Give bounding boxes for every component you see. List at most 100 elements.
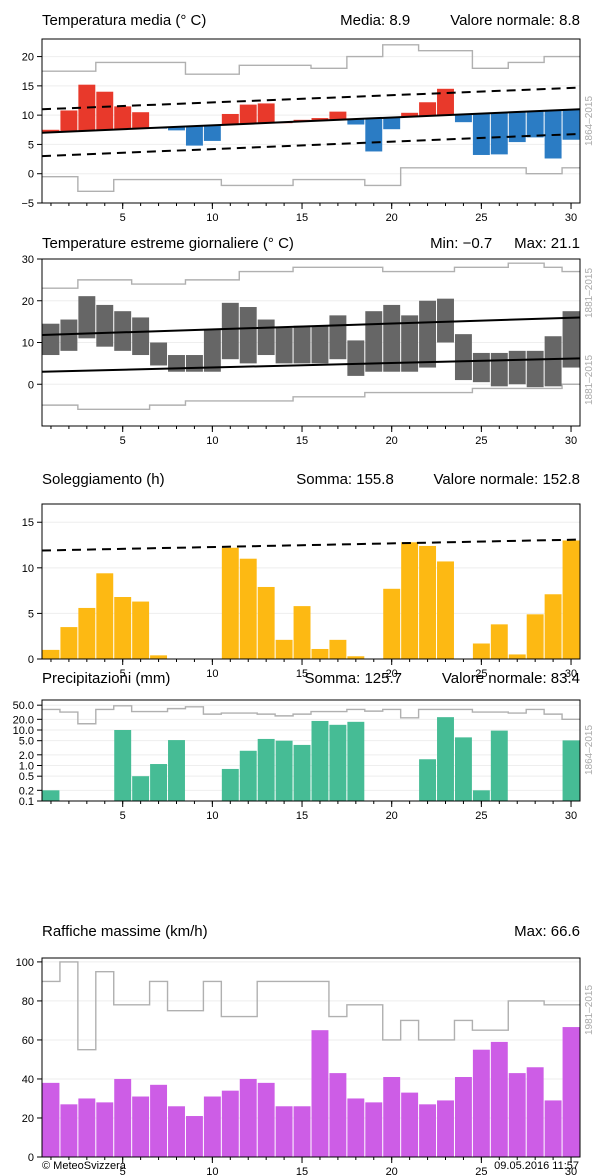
- temp-mean-bar: [132, 112, 150, 129]
- normal-trend-line: [41, 108, 581, 134]
- y-tick-label-temp-mean: 0: [28, 169, 34, 181]
- plot-frame-gusts: [41, 957, 581, 1158]
- x-tick-label-temp-mean: 25: [475, 212, 487, 224]
- y-tick-label-temp-mean: 15: [22, 81, 34, 93]
- record-min-line: [42, 167, 580, 192]
- sunshine-bar: [544, 594, 562, 659]
- precip-bar: [562, 740, 580, 801]
- record-max-line: [42, 705, 580, 725]
- record-max-line: [42, 44, 580, 75]
- sunshine-bar: [311, 648, 329, 659]
- gust-bar: [185, 1116, 203, 1157]
- temp-range-bar: [365, 311, 383, 372]
- y-tick-label-temp-extremes: 10: [22, 338, 34, 350]
- sunshine-bar: [293, 606, 311, 659]
- temp-mean-bar: [168, 126, 185, 131]
- temp-range-bar: [239, 307, 257, 364]
- y-tick-label-temp-extremes: 30: [22, 254, 34, 266]
- temp-range-bar: [526, 350, 544, 388]
- precip-bar: [221, 768, 239, 801]
- gust-bar: [78, 1098, 96, 1157]
- temp-mean-bar: [347, 119, 365, 125]
- gust-bar: [293, 1106, 311, 1157]
- temp-mean-bar: [203, 125, 221, 141]
- x-tick-label-gusts: 15: [296, 1166, 308, 1176]
- gust-bar: [365, 1102, 383, 1157]
- temp-range-bar: [78, 296, 96, 339]
- y-tick-label-precip: 5.0: [19, 736, 34, 748]
- gust-bar: [96, 1102, 114, 1157]
- sunshine-bar: [526, 614, 544, 659]
- y-tick-label-temp-mean: 10: [22, 110, 34, 122]
- sunshine-bar: [114, 597, 132, 659]
- temp-range-bar: [454, 334, 472, 381]
- temp-mean-bar: [78, 84, 96, 131]
- gust-bar: [203, 1096, 221, 1157]
- precip-bar: [454, 737, 472, 801]
- gust-bar: [60, 1104, 78, 1157]
- temp-mean-bar: [96, 91, 114, 130]
- sunshine-bar: [42, 649, 60, 659]
- timestamp-text: 09.05.2016 11:57: [494, 1160, 579, 1172]
- chart-stat-sunshine: Somma: 155.8: [296, 471, 394, 488]
- precip-bar: [257, 738, 275, 801]
- gust-bar: [562, 1027, 580, 1157]
- sunshine-bar: [508, 654, 526, 659]
- chart-stat-precip: Somma: 125.7: [304, 670, 402, 687]
- x-tick-label-sunshine: 25: [475, 668, 487, 680]
- gust-bar: [257, 1082, 275, 1157]
- sunshine-bar: [329, 639, 347, 659]
- temp-mean-bar: [419, 102, 437, 116]
- x-tick-label-precip: 20: [386, 810, 398, 822]
- temp-range-bar: [132, 317, 150, 356]
- temp-mean-bar: [526, 111, 544, 138]
- temp-range-bar: [490, 352, 508, 387]
- gust-bar: [239, 1078, 257, 1157]
- min-trend-line: [41, 357, 581, 373]
- y-tick-label-precip: 0.2: [19, 785, 34, 797]
- gust-bar: [401, 1092, 419, 1157]
- period-label: 1981–2015: [584, 985, 595, 1035]
- plot-frame-temp-mean: [41, 38, 581, 204]
- sunshine-bar: [257, 586, 275, 659]
- y-tick-label-sunshine: 10: [22, 563, 34, 575]
- y-tick-label-precip: 0.1: [19, 796, 34, 808]
- sunshine-bar: [562, 540, 580, 659]
- gust-bar: [329, 1073, 347, 1157]
- period-label: 1864–2015: [584, 96, 595, 146]
- x-tick-label-temp-mean: 20: [386, 212, 398, 224]
- y-tick-label-gusts: 40: [22, 1074, 34, 1086]
- y-tick-label-temp-mean: −5: [21, 198, 34, 210]
- temp-range-bar: [185, 355, 203, 372]
- y-tick-label-gusts: 60: [22, 1035, 34, 1047]
- y-tick-label-precip: 50.0: [13, 700, 34, 712]
- precip-bar: [347, 721, 365, 801]
- precip-bar: [275, 740, 293, 801]
- x-tick-label-precip: 25: [475, 810, 487, 822]
- precip-bar: [437, 717, 454, 801]
- temp-mean-bar: [454, 114, 472, 123]
- gust-bar: [508, 1073, 526, 1157]
- sunshine-bar: [383, 588, 401, 659]
- sunshine-bar: [132, 601, 150, 659]
- x-tick-label-temp-extremes: 5: [120, 435, 126, 447]
- gust-bar: [311, 1030, 329, 1157]
- precip-bar: [150, 764, 168, 801]
- temp-range-bar: [311, 325, 329, 364]
- gust-bar: [347, 1098, 365, 1157]
- temp-mean-bar: [401, 112, 419, 117]
- y-tick-label-gusts: 20: [22, 1113, 34, 1125]
- copyright-text: © MeteoSvizzera: [42, 1160, 126, 1172]
- temp-mean-bar: [311, 118, 329, 121]
- x-tick-label-temp-extremes: 30: [565, 435, 577, 447]
- gust-bar: [419, 1104, 437, 1157]
- chart-stat-gusts: Max: 66.6: [514, 923, 580, 940]
- x-tick-label-sunshine: 5: [120, 668, 126, 680]
- precip-bar: [132, 776, 150, 801]
- temp-range-bar: [96, 304, 114, 347]
- temp-mean-bar: [472, 113, 490, 155]
- precip-bar: [419, 759, 437, 801]
- sunshine-bar: [96, 573, 114, 659]
- period-label-top: 1881–2015: [584, 268, 595, 318]
- x-tick-label-sunshine: 15: [296, 668, 308, 680]
